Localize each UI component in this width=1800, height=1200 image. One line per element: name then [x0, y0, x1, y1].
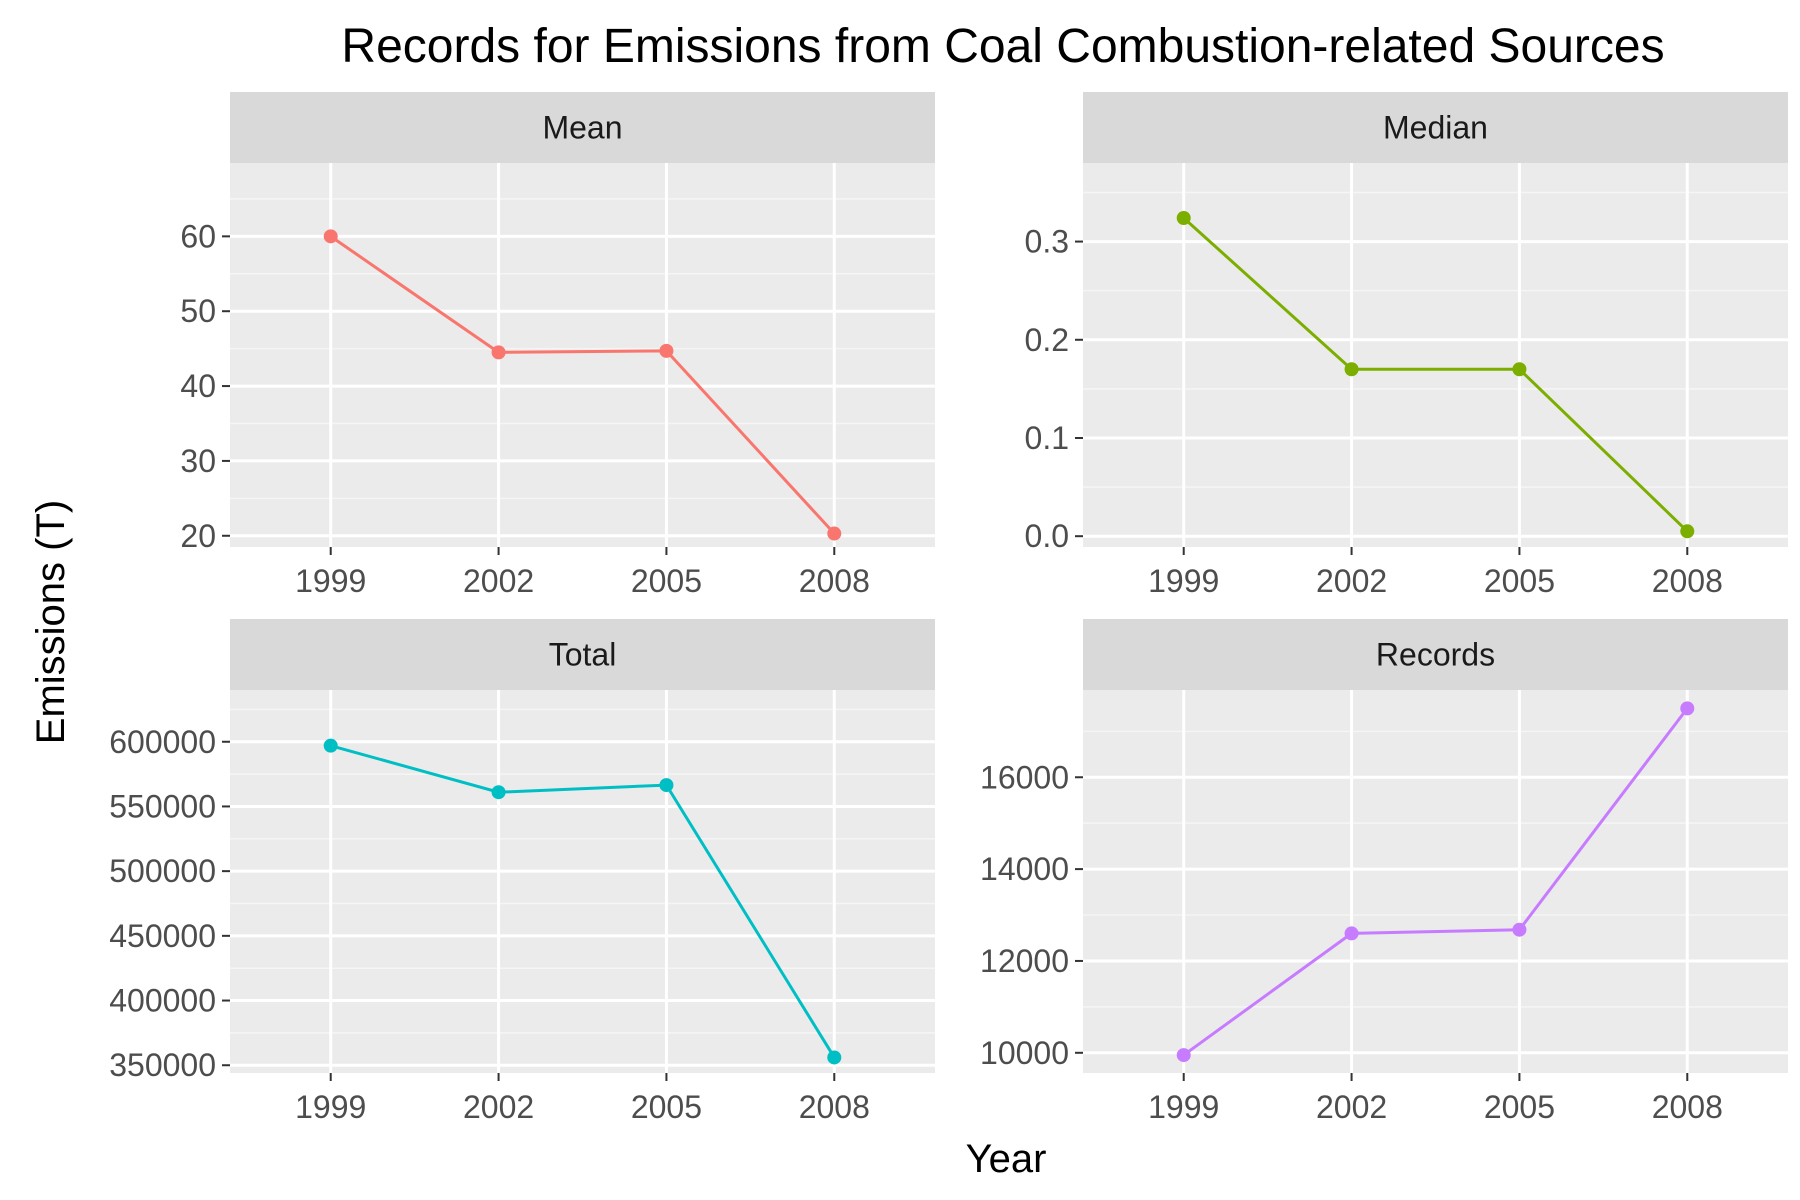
- y-tick-label: 0.1: [1025, 420, 1069, 456]
- y-tick-label: 500000: [109, 853, 216, 889]
- data-point-records-2005: [1512, 922, 1527, 937]
- x-tick-label: 2002: [1316, 563, 1387, 599]
- data-point-total-2005: [659, 778, 674, 793]
- data-point-median-1999: [1176, 210, 1191, 225]
- x-tick-label: 2008: [799, 1089, 870, 1125]
- facet-strip: [230, 92, 935, 163]
- x-tick-label: 2008: [799, 563, 870, 599]
- plot-panel: [230, 690, 935, 1073]
- y-tick-label: 12000: [980, 943, 1069, 979]
- facet-label: Mean: [542, 110, 622, 146]
- y-tick-label: 30: [180, 443, 216, 479]
- data-point-mean-1999: [323, 229, 338, 244]
- y-tick-label: 50: [180, 293, 216, 329]
- y-tick-label: 600000: [109, 724, 216, 760]
- facet-strip: [1083, 92, 1788, 163]
- x-tick-label: 2005: [1484, 1089, 1555, 1125]
- y-tick-label: 550000: [109, 788, 216, 824]
- x-tick-label: 2008: [1652, 1089, 1723, 1125]
- data-point-total-2002: [491, 785, 506, 800]
- data-point-records-2008: [1680, 701, 1695, 716]
- y-axis-title: Emissions (T): [29, 500, 73, 744]
- data-point-total-1999: [323, 738, 338, 753]
- chart-title: Records for Emissions from Coal Combusti…: [341, 20, 1664, 73]
- y-tick-label: 10000: [980, 1035, 1069, 1071]
- x-tick-label: 2005: [631, 1089, 702, 1125]
- y-tick-label: 14000: [980, 851, 1069, 887]
- data-point-records-1999: [1176, 1048, 1191, 1063]
- plot-panel: [230, 163, 935, 547]
- data-point-median-2005: [1512, 362, 1527, 377]
- x-tick-label: 2008: [1652, 563, 1723, 599]
- data-point-mean-2002: [491, 345, 506, 360]
- x-tick-label: 2002: [463, 1089, 534, 1125]
- series-line-mean: [329, 235, 836, 535]
- data-point-records-2002: [1344, 926, 1359, 941]
- y-tick-label: 0.3: [1025, 224, 1069, 260]
- y-tick-label: 350000: [109, 1047, 216, 1083]
- data-point-mean-2008: [827, 526, 842, 541]
- y-tick-label: 20: [180, 518, 216, 554]
- series-line-total: [330, 744, 836, 1059]
- x-tick-label: 1999: [295, 563, 366, 599]
- x-tick-label: 1999: [1148, 563, 1219, 599]
- x-tick-label: 2005: [1484, 563, 1555, 599]
- data-point-median-2002: [1344, 362, 1359, 377]
- x-axis-title: Year: [966, 1137, 1047, 1181]
- x-tick-label: 2002: [1316, 1089, 1387, 1125]
- y-tick-label: 400000: [109, 983, 216, 1019]
- facet-strip: [1083, 619, 1788, 690]
- facet-label: Median: [1383, 110, 1488, 146]
- y-tick-label: 40: [180, 368, 216, 404]
- y-tick-label: 16000: [980, 759, 1069, 795]
- y-tick-label: 60: [180, 218, 216, 254]
- data-point-total-2008: [827, 1050, 842, 1065]
- y-tick-label: 0.0: [1025, 518, 1069, 554]
- series-line-records: [1182, 707, 1689, 1057]
- data-point-median-2008: [1680, 524, 1695, 539]
- facet-strip: [230, 619, 935, 690]
- x-tick-label: 2005: [631, 563, 702, 599]
- facet-total: Total 350000 400000 450000 500000 550000 60000…: [109, 619, 935, 1125]
- x-tick-label: 1999: [295, 1089, 366, 1125]
- facet-mean: Mean 20 30 40 50 60 1999 2002 2005 2008: [180, 92, 935, 599]
- facet-label: Records: [1376, 637, 1495, 673]
- facet-records: Records 10000 12000 14000 16000 1999 2002 2005 2…: [980, 619, 1788, 1125]
- facet-median: Median 0.0 0.1 0.2 0.3 1999 2002 2005 2008: [1025, 92, 1788, 599]
- facet-panels: Mean 20 30 40 50 60 1999 2002 2005 2008 Median 0.0 0…: [109, 92, 1788, 1125]
- y-tick-label: 450000: [109, 918, 216, 954]
- plot-panel: [1083, 690, 1788, 1073]
- data-point-mean-2005: [659, 343, 674, 358]
- facet-label: Total: [549, 637, 617, 673]
- plot-panel: [1083, 163, 1788, 547]
- x-tick-label: 1999: [1148, 1089, 1219, 1125]
- series-line-median: [1182, 216, 1689, 533]
- x-tick-label: 2002: [463, 563, 534, 599]
- y-tick-label: 0.2: [1025, 322, 1069, 358]
